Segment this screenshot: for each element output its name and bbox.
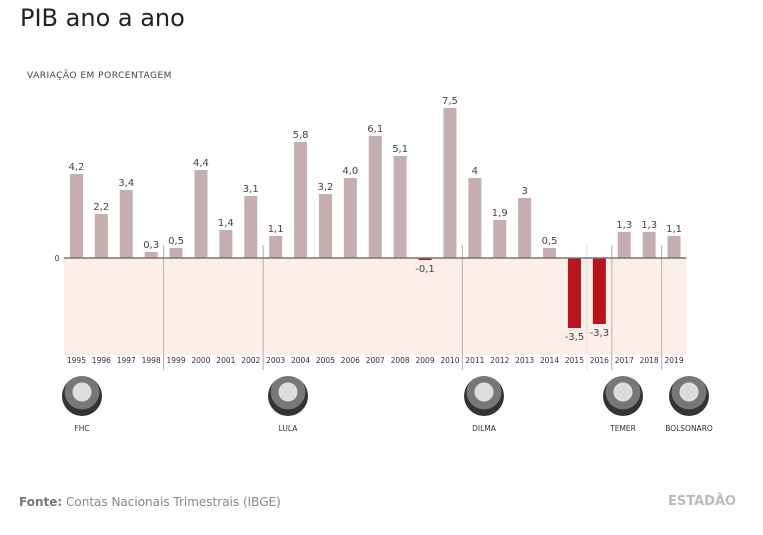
- portrait-icon: [268, 376, 308, 416]
- data-label: 1,9: [492, 208, 508, 219]
- data-label: 1,3: [641, 220, 657, 231]
- x-tick-label: 2009: [416, 356, 435, 365]
- bar-2005: [318, 194, 332, 258]
- data-label: -3,5: [565, 332, 585, 343]
- x-tick-label: 1999: [167, 356, 186, 365]
- bar-2010: [443, 108, 457, 258]
- data-label: 3,1: [243, 184, 259, 195]
- x-tick-label: 2008: [391, 356, 410, 365]
- bar-2018: [642, 232, 656, 258]
- data-label: 3: [521, 186, 527, 197]
- data-label: 7,5: [442, 96, 458, 107]
- x-tick-label: 2000: [191, 356, 210, 365]
- bar-2011: [468, 178, 482, 258]
- data-label: -0,1: [415, 264, 435, 275]
- x-tick-label: 2018: [640, 356, 659, 365]
- data-label: 4: [472, 166, 478, 177]
- portrait-icon: [603, 376, 643, 416]
- bar-2015: [567, 258, 581, 328]
- president-name: DILMA: [472, 424, 496, 433]
- source-note: Fonte: Contas Nacionais Trimestrais (IBG…: [19, 495, 281, 509]
- x-tick-label: 1998: [142, 356, 161, 365]
- bar-1999: [169, 248, 183, 258]
- data-label: -3,3: [590, 328, 610, 339]
- bar-2001: [219, 230, 233, 258]
- data-label: 1,4: [218, 218, 234, 229]
- president-name: TEMER: [610, 424, 636, 433]
- bar-chart: 4,2 1995 2,2 1996 3,4 1997 0,3 1998 0,5 1999 4,4 20…: [55, 96, 687, 370]
- x-tick-label: 2006: [341, 356, 360, 365]
- data-label: 1,1: [666, 224, 682, 235]
- x-tick-label: 2003: [266, 356, 285, 365]
- negative-band: [64, 258, 687, 355]
- bar-2004: [294, 142, 308, 258]
- bar-2017: [617, 232, 631, 258]
- portrait-icon: [669, 376, 709, 416]
- bar-2006: [343, 178, 357, 258]
- portrait-icon: [464, 376, 504, 416]
- bar-2016: [592, 258, 606, 324]
- data-label: 0,5: [168, 236, 184, 247]
- president-bolsonaro: BOLSONARO: [649, 376, 729, 433]
- data-label: 0,3: [143, 240, 159, 251]
- x-tick-label: 2014: [540, 356, 559, 365]
- bar-1996: [94, 214, 108, 258]
- data-label: 1,3: [616, 220, 632, 231]
- x-tick-label: 2016: [590, 356, 609, 365]
- source-label: Fonte:: [19, 495, 63, 509]
- data-label: 2,2: [93, 202, 109, 213]
- data-label: 4,0: [342, 166, 358, 177]
- bar-1998: [144, 252, 158, 258]
- data-label: 4,4: [193, 158, 209, 169]
- x-tick-label: 2002: [241, 356, 260, 365]
- data-label: 5,8: [293, 130, 309, 141]
- president-name: BOLSONARO: [665, 424, 713, 433]
- x-tick-label: 2010: [440, 356, 459, 365]
- chart-title: PIB ano a ano: [20, 4, 185, 32]
- president-fhc: FHC: [42, 376, 122, 433]
- portrait-icon: [62, 376, 102, 416]
- x-tick-label: 2017: [615, 356, 634, 365]
- president-lula: LULA: [248, 376, 328, 433]
- data-label: 3,4: [118, 178, 134, 189]
- data-label: 4,2: [68, 162, 84, 173]
- data-label: 5,1: [392, 144, 408, 155]
- x-tick-label: 1995: [67, 356, 86, 365]
- bar-2013: [518, 198, 532, 258]
- x-tick-label: 2007: [366, 356, 385, 365]
- bar-1995: [69, 174, 83, 258]
- x-tick-label: 2019: [665, 356, 684, 365]
- bar-2008: [393, 156, 407, 258]
- president-dilma: DILMA: [444, 376, 524, 433]
- president-name: LULA: [278, 424, 298, 433]
- bar-1997: [119, 190, 133, 258]
- bar-2000: [194, 170, 208, 258]
- source-text: Contas Nacionais Trimestrais (IBGE): [62, 495, 281, 509]
- x-tick-label: 2004: [291, 356, 310, 365]
- bar-2012: [493, 220, 507, 258]
- x-tick-label: 1997: [117, 356, 136, 365]
- data-label: 1,1: [268, 224, 284, 235]
- bar-2019: [667, 236, 681, 258]
- bar-2009: [418, 258, 432, 260]
- bar-2003: [269, 236, 283, 258]
- x-tick-label: 2015: [565, 356, 584, 365]
- y-zero-label: 0: [55, 254, 60, 263]
- bar-2007: [368, 136, 382, 258]
- estadao-logo: ESTADÃO: [668, 494, 737, 509]
- x-tick-label: 1996: [92, 356, 111, 365]
- x-tick-label: 2011: [465, 356, 484, 365]
- bar-2014: [543, 248, 557, 258]
- president-name: FHC: [74, 424, 90, 433]
- y-axis-label: VARIAÇÃO EM PORCENTAGEM: [27, 71, 172, 81]
- data-label: 0,5: [542, 236, 558, 247]
- x-tick-label: 2013: [515, 356, 534, 365]
- x-tick-label: 2001: [216, 356, 235, 365]
- x-tick-label: 2005: [316, 356, 335, 365]
- data-label: 3,2: [317, 182, 333, 193]
- bar-2002: [244, 196, 258, 258]
- x-tick-label: 2012: [490, 356, 509, 365]
- president-temer: TEMER: [583, 376, 663, 433]
- data-label: 6,1: [367, 124, 383, 135]
